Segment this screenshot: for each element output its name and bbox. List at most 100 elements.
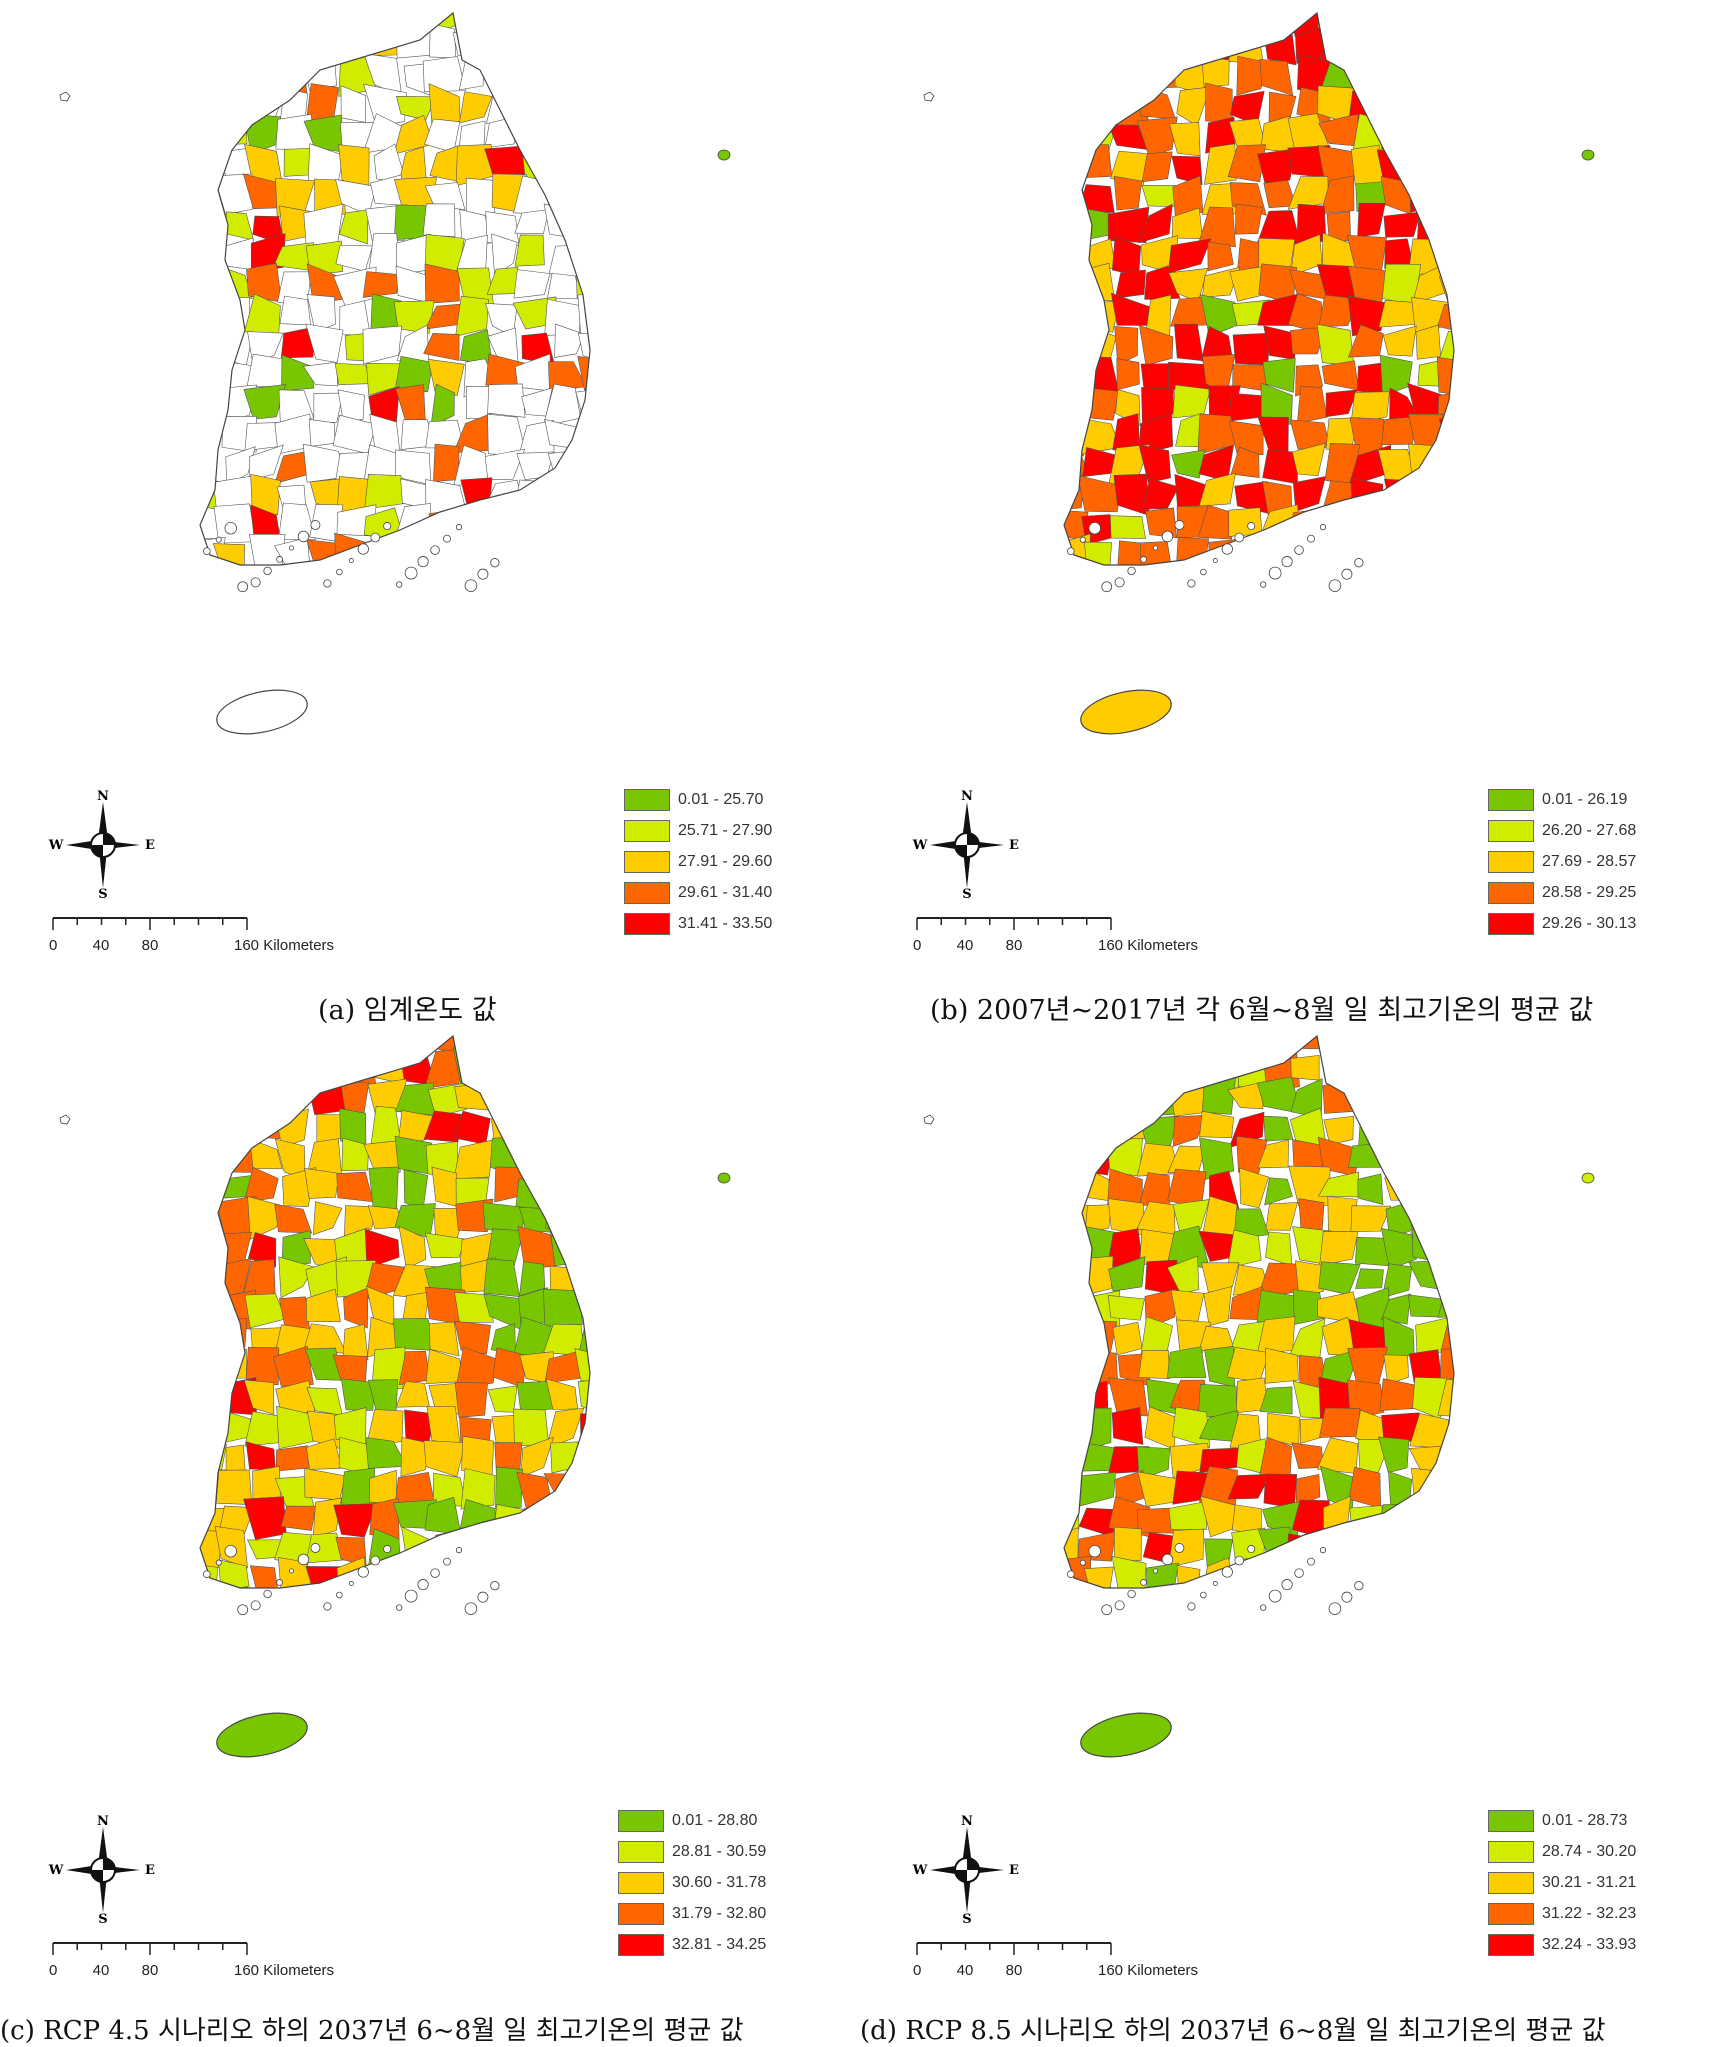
scale-tick-label: 0	[913, 937, 921, 954]
district-region	[1380, 1108, 1413, 1147]
district-region	[342, 1323, 369, 1361]
small-island	[370, 1555, 381, 1566]
district-region	[1081, 53, 1112, 89]
district-region	[1412, 1531, 1441, 1570]
district-region	[1239, 1167, 1270, 1209]
district-region	[1230, 446, 1260, 478]
district-region	[455, 13, 493, 35]
small-island	[1354, 558, 1364, 568]
legend-item: 27.91 - 29.60	[624, 846, 772, 877]
district-region	[1388, 1597, 1418, 1628]
district-region	[213, 59, 252, 89]
district-region	[1113, 1526, 1142, 1562]
district-region	[1168, 1046, 1208, 1082]
district-region	[362, 271, 400, 298]
scale-tick-label: 40	[93, 937, 110, 954]
district-region	[1228, 420, 1264, 456]
compass-n-label: N	[97, 790, 109, 804]
legend-item: 29.26 - 30.13	[1488, 908, 1636, 939]
district-region	[454, 1382, 489, 1418]
small-island	[1101, 1604, 1113, 1616]
district-region	[213, 297, 251, 327]
legend-label: 30.60 - 31.78	[672, 1873, 767, 1891]
district-region	[1409, 175, 1451, 213]
district-region	[1381, 121, 1417, 153]
district-region	[1388, 1470, 1413, 1511]
district-region	[1379, 354, 1413, 396]
district-region	[245, 13, 286, 32]
district-region	[1048, 568, 1091, 602]
small-island	[1319, 1547, 1327, 1554]
legend: 0.01 - 28.73 28.74 - 30.20 30.21 - 31.21 31…	[1488, 1805, 1636, 1960]
district-region	[1410, 565, 1447, 605]
district-region	[577, 355, 590, 397]
district-region	[249, 1138, 283, 1170]
district-region	[1410, 1036, 1446, 1060]
legend-swatch	[1488, 1933, 1534, 1956]
district-region	[1076, 1255, 1114, 1297]
panel-caption-a: (a) 임계온도 값	[318, 995, 497, 1026]
district-region	[280, 1505, 317, 1531]
district-region	[1320, 175, 1355, 215]
district-region	[483, 1293, 524, 1330]
district-region	[1262, 357, 1296, 393]
district-region	[215, 1231, 252, 1265]
district-region	[1080, 29, 1119, 66]
district-region	[394, 1135, 432, 1175]
district-region	[516, 85, 557, 127]
district-region	[248, 533, 286, 565]
district-region	[488, 566, 517, 603]
district-region	[1346, 533, 1379, 565]
small-island	[1259, 1604, 1267, 1611]
small-island	[1268, 566, 1282, 580]
district-region	[395, 265, 429, 303]
small-island	[370, 532, 381, 543]
district-region	[583, 1290, 590, 1328]
district-region	[1325, 1045, 1360, 1085]
district-region	[278, 502, 316, 540]
district-region	[459, 329, 493, 365]
district-region	[1170, 1289, 1205, 1327]
district-region	[1064, 13, 1079, 35]
district-region	[452, 29, 496, 56]
legend-item: 0.01 - 25.70	[624, 784, 772, 815]
small-island	[1281, 1579, 1293, 1591]
district-region	[574, 1348, 590, 1386]
district-region	[516, 451, 554, 481]
district-region	[489, 1526, 521, 1568]
district-region	[200, 56, 222, 91]
district-region	[1437, 1036, 1454, 1060]
district-region	[1064, 1229, 1091, 1270]
district-region	[1323, 1115, 1354, 1145]
district-region	[1438, 82, 1454, 126]
district-region	[1167, 1145, 1206, 1174]
district-region	[1171, 1406, 1210, 1449]
district-region	[344, 333, 366, 362]
scale-tick-label: 0	[913, 1962, 921, 1979]
district-region	[396, 27, 435, 59]
district-region	[1078, 144, 1113, 179]
district-region	[484, 1556, 519, 1588]
district-region	[200, 1235, 227, 1266]
district-region	[515, 1048, 550, 1082]
district-region	[521, 539, 547, 565]
legend-swatch	[624, 819, 670, 842]
district-region	[1137, 116, 1178, 157]
district-region	[549, 1225, 587, 1266]
district-region	[248, 444, 284, 482]
district-region	[1064, 1036, 1083, 1055]
district-region	[1351, 1049, 1389, 1087]
small-island	[923, 1114, 935, 1125]
legend-swatch	[1488, 1902, 1534, 1925]
district-region	[1412, 1167, 1449, 1208]
district-region	[573, 1052, 590, 1085]
map-panel-b: N S W E 0 40 80 160 Kilometers 0.01 - 26.19 26.20…	[864, 0, 1723, 1022]
small-island	[336, 568, 343, 576]
district-region	[423, 1440, 466, 1478]
district-region	[200, 1318, 223, 1347]
district-region	[304, 1167, 340, 1199]
legend-item: 29.61 - 31.40	[624, 877, 772, 908]
legend-swatch	[618, 1809, 664, 1832]
district-region	[306, 294, 336, 333]
legend-label: 32.24 - 33.93	[1542, 1935, 1637, 1953]
